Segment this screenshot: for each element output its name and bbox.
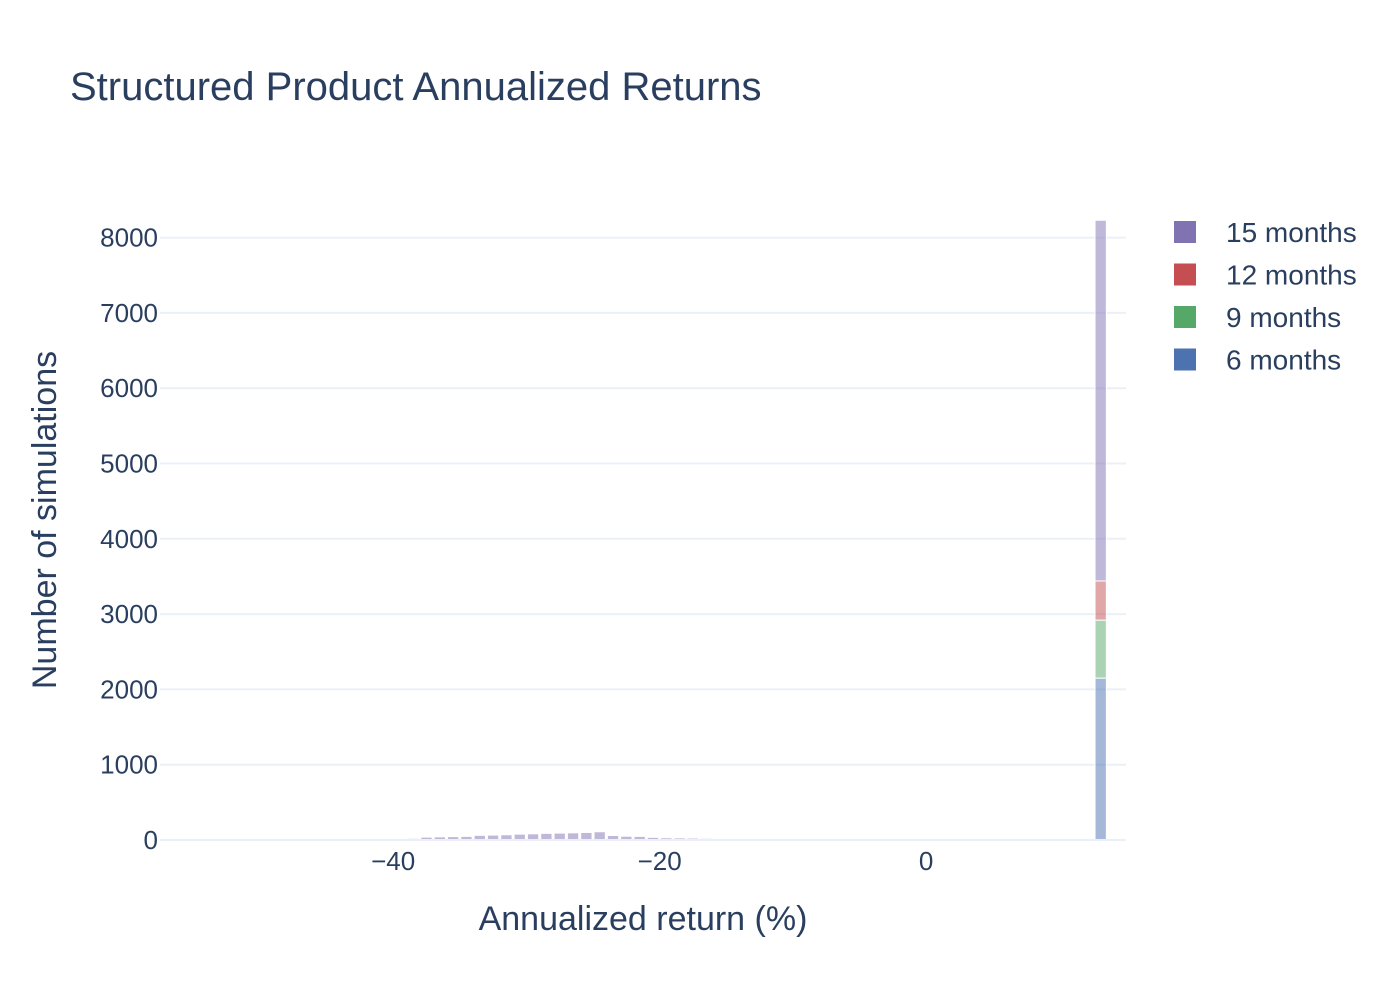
legend-swatch xyxy=(1174,221,1196,243)
legend-label: 6 months xyxy=(1226,345,1341,376)
y-tick-label: 3000 xyxy=(100,599,158,629)
x-axis-title: Annualized return (%) xyxy=(479,900,808,938)
histogram-bar xyxy=(593,831,606,841)
legend-item[interactable]: 9 months xyxy=(1174,302,1341,333)
grid-lines xyxy=(160,236,1126,766)
histogram-bar xyxy=(566,832,580,841)
legend[interactable]: 15 months 12 months 9 months 6 months xyxy=(1174,217,1357,376)
y-tick-label: 0 xyxy=(144,825,158,855)
legend-item[interactable]: 12 months xyxy=(1174,260,1357,291)
legend-swatch xyxy=(1174,263,1196,286)
y-tick-label: 5000 xyxy=(100,448,158,478)
x-tick-label: −20 xyxy=(638,846,682,876)
x-tick-label: −40 xyxy=(371,846,415,876)
x-tick-label: 0 xyxy=(919,846,933,876)
y-tick-label: 8000 xyxy=(100,223,158,253)
legend-item[interactable]: 15 months xyxy=(1174,217,1357,248)
y-tick-label: 2000 xyxy=(100,674,158,704)
y-axis-ticks: 0 1000 2000 3000 4000 5000 6000 7000 8000 xyxy=(100,223,158,855)
legend-item[interactable]: 6 months xyxy=(1174,345,1341,376)
legend-label: 9 months xyxy=(1226,302,1341,333)
histogram-bar xyxy=(553,832,566,841)
legend-label: 15 months xyxy=(1226,217,1357,248)
y-tick-label: 7000 xyxy=(100,298,158,328)
y-tick-label: 4000 xyxy=(100,524,158,554)
histogram-bar xyxy=(1094,677,1107,841)
x-axis-ticks: −40 −20 0 xyxy=(371,846,933,876)
y-tick-label: 6000 xyxy=(100,373,158,403)
legend-swatch xyxy=(1174,348,1196,371)
histogram-bar xyxy=(1094,619,1107,679)
histogram-bar xyxy=(1094,219,1107,582)
histogram-bar xyxy=(1094,580,1107,621)
legend-label: 12 months xyxy=(1226,260,1357,291)
chart-title: Structured Product Annualized Returns xyxy=(70,65,762,109)
histogram-bar xyxy=(580,831,593,841)
y-axis-title: Number of simulations xyxy=(26,351,64,689)
y-tick-label: 1000 xyxy=(100,750,158,780)
legend-swatch xyxy=(1174,306,1196,328)
